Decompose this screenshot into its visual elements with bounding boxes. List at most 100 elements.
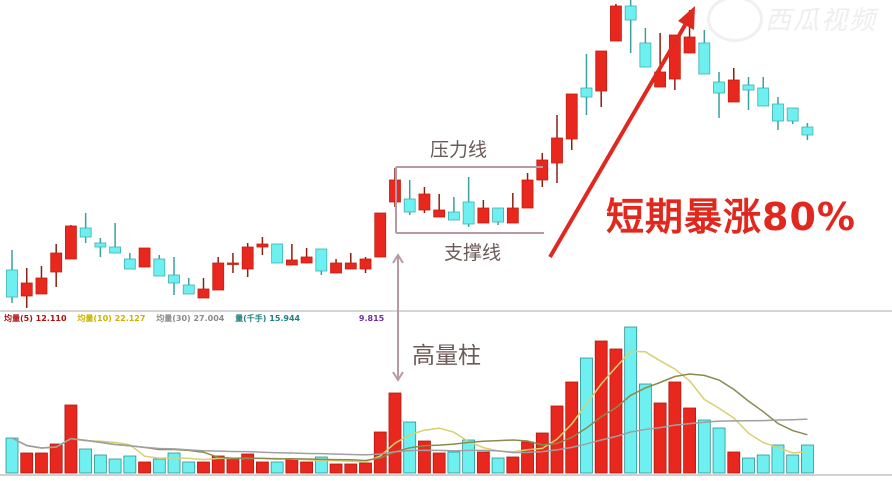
candle (6, 250, 18, 303)
candle (359, 257, 372, 273)
volume-bar (5, 437, 19, 474)
candle-body (227, 262, 239, 265)
candle (94, 238, 107, 257)
candle-body (595, 50, 608, 92)
candle (506, 193, 519, 224)
resistance-label: 压力线 (430, 139, 488, 161)
volume-ma5-line (11, 350, 808, 463)
watermark-logo-icon (707, 0, 763, 42)
candles-group (6, 0, 814, 308)
volume-bar (580, 357, 593, 474)
candle (123, 253, 136, 270)
candle-body (492, 207, 504, 223)
candle (624, 0, 637, 53)
candle (79, 213, 92, 243)
candle-body (344, 262, 357, 270)
candle-body (330, 262, 342, 274)
candle (389, 168, 401, 207)
candle-body (197, 288, 210, 299)
candle-body (182, 284, 195, 295)
volume-legend: 均量(5) 12.110 均量(10) 22.127 均量(30) 27.004… (4, 313, 392, 324)
candle (271, 243, 284, 264)
candle-body (123, 258, 136, 270)
candle (492, 207, 504, 225)
candle (50, 244, 63, 287)
volume-bar (388, 392, 402, 474)
candle-body (50, 252, 63, 273)
volume-bar (20, 452, 34, 474)
candle (521, 173, 534, 209)
volume-bar (35, 452, 48, 474)
candle (727, 68, 740, 103)
candle (227, 253, 239, 273)
volume-bar (256, 461, 269, 474)
volume-bar (79, 448, 93, 474)
candle (447, 197, 460, 221)
volume-bar (49, 443, 63, 474)
candle-body (65, 225, 77, 260)
candle-body (551, 137, 563, 164)
candle-body (109, 246, 122, 254)
high-volume-label: 高量柱 (412, 343, 481, 369)
volume-bar (683, 407, 696, 474)
candle-body (285, 259, 298, 266)
volume-bar (329, 463, 343, 474)
candle (418, 187, 431, 213)
volume-bar (594, 340, 608, 474)
candle-body (212, 262, 225, 291)
legend-volume: 量(千手) 15.944 (235, 314, 301, 323)
candle-body (79, 227, 92, 238)
volume-bar (756, 454, 770, 474)
candle (403, 180, 416, 215)
volume-bar (344, 463, 358, 474)
candle-body (94, 242, 107, 248)
candle (241, 243, 254, 277)
candle (639, 28, 652, 68)
volume-bar (742, 457, 755, 474)
candle (536, 153, 549, 187)
candle (374, 212, 387, 258)
candle-body (359, 258, 372, 270)
volume-bar (123, 455, 137, 474)
candle (300, 248, 313, 264)
candle (595, 50, 608, 107)
volume-bar (476, 451, 490, 474)
legend-extra: 9.815 (358, 314, 385, 323)
volume-bar (138, 461, 151, 474)
candle-body (447, 211, 460, 221)
candle (565, 93, 578, 150)
candle (772, 97, 784, 130)
candle-body (418, 193, 431, 211)
candle-body (153, 258, 166, 277)
volume-bar (226, 457, 240, 474)
candle-body (698, 42, 711, 75)
candle-body (683, 36, 696, 54)
candle (315, 248, 328, 275)
candle-body (536, 159, 549, 181)
volume-bar (432, 452, 446, 474)
candle-body (256, 243, 269, 248)
candle-body (610, 5, 622, 42)
candle-body (271, 243, 284, 264)
candle (285, 244, 298, 266)
legend-ma10: 均量(10) 22.127 (77, 314, 146, 323)
support-label: 支撑线 (444, 242, 502, 264)
candle-body (786, 107, 799, 122)
volume-bar (359, 462, 372, 474)
volume-bar (506, 456, 520, 474)
volume-bar (697, 419, 711, 474)
candle (35, 266, 48, 295)
candle-body (580, 87, 593, 98)
legend-ma30: 均量(30) 27.004 (156, 314, 225, 323)
candle-body (565, 93, 578, 140)
volume-bar (167, 452, 181, 474)
candle (182, 278, 195, 295)
candle-body (742, 84, 755, 91)
volume-bar (182, 461, 196, 474)
volume-bar (653, 402, 667, 474)
candle-body (668, 34, 681, 80)
volume-bar (624, 326, 638, 474)
candle (153, 255, 166, 277)
candle (713, 72, 725, 118)
candle (109, 223, 122, 254)
